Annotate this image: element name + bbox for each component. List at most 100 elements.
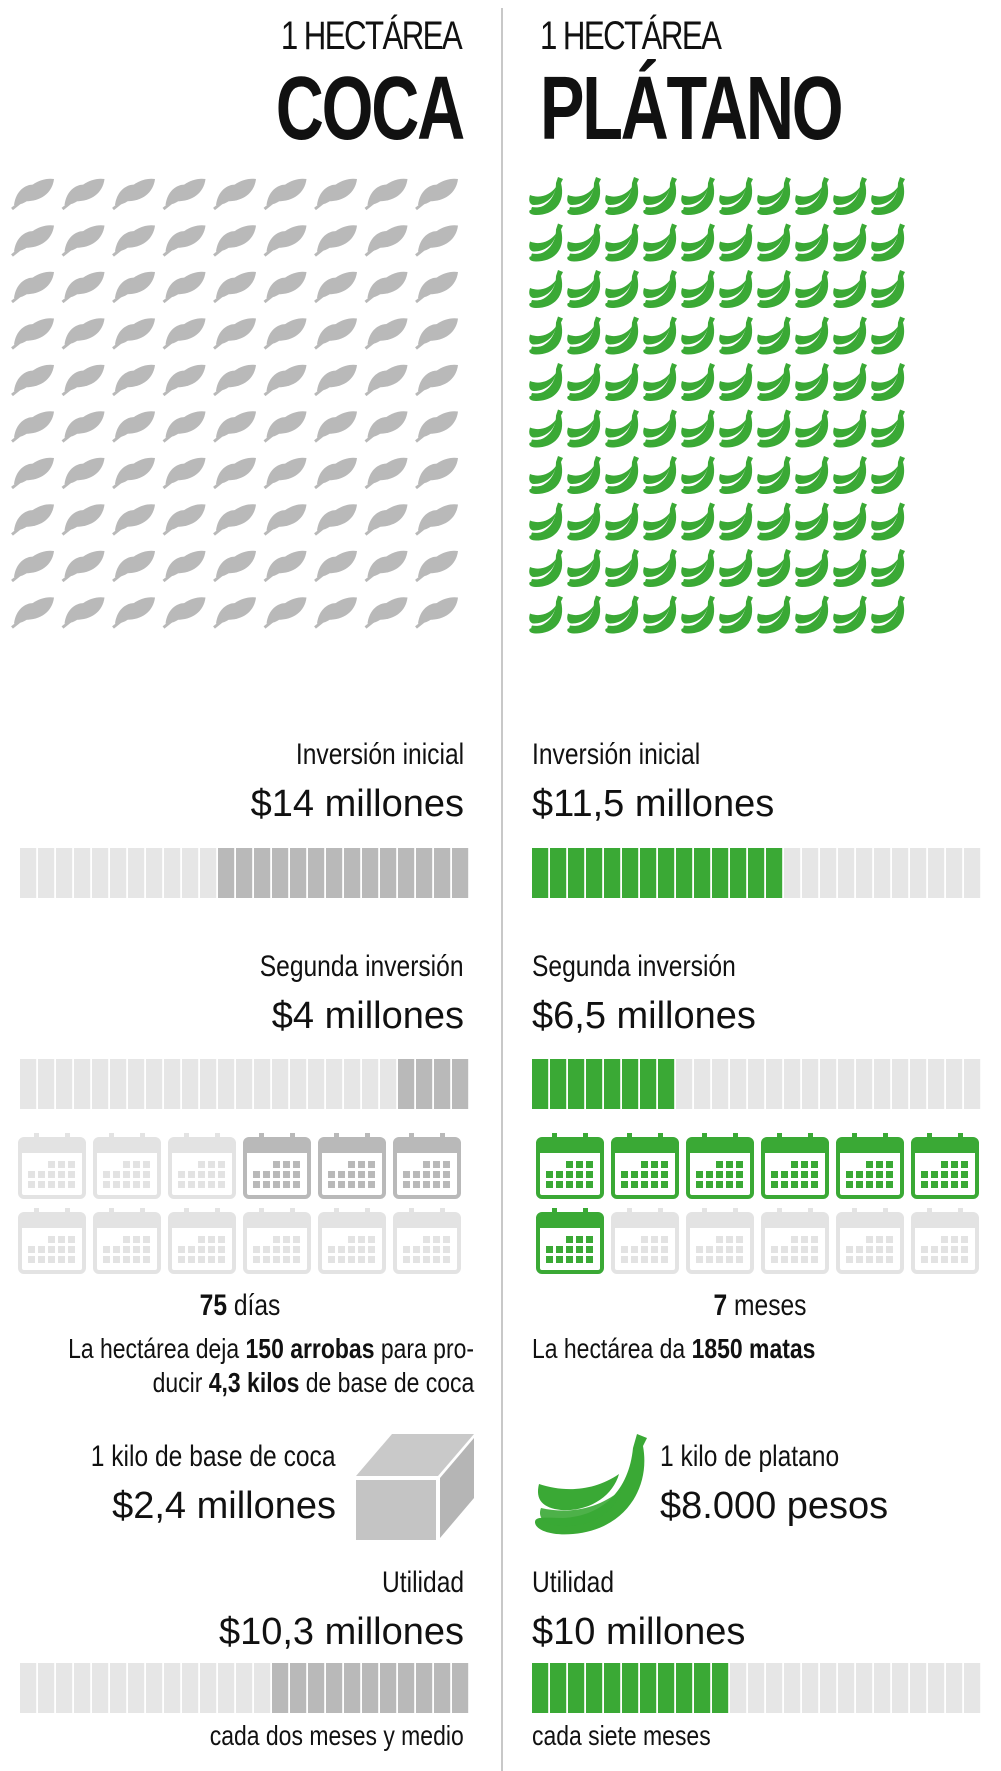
platano-inversion-inicial-value: $11,5 millones [532,783,775,825]
platano-inversion-inicial-bar-segment [748,848,765,898]
coca-leaf-icon [112,411,155,443]
coca-leaf-icon [162,411,206,443]
coca-rendimiento-b1: 150 arrobas [245,1333,375,1364]
coca-utilidad-bar-segment [326,1663,343,1713]
coca-leaf-icon [61,597,105,629]
coca-segunda-inversion-bar-segment [164,1059,181,1109]
coca-leaf-icon [162,457,206,490]
calendar-icon [393,1133,461,1199]
coca-inversion-inicial-bar-segment [434,848,451,898]
banana-icon [795,456,829,494]
coca-leaf-icon [213,457,256,490]
coca-segunda-inversion-bar-segment [416,1059,433,1109]
platano-segunda-inversion-bar-segment [622,1059,639,1109]
platano-inversion-inicial-bar-segment [550,848,567,898]
coca-leaf-icon [213,271,256,304]
platano-utilidad-bar-segment [946,1663,963,1713]
coca-leaf-icon [11,318,54,350]
platano-inversion-inicial-bar-segment [784,848,801,898]
platano-inversion-inicial-bar-segment [694,848,711,898]
platano-duracion: 7 meses [678,1289,842,1323]
calendar-icon [243,1208,311,1274]
coca-inversion-inicial-bar-segment [254,848,271,898]
banana-icon [529,502,563,541]
coca-leaf-icon [112,504,155,536]
banana-icon [605,409,639,448]
coca-leaf-icon [364,550,408,583]
banana-icon [757,223,791,262]
banana-icon [605,223,639,262]
banana-icon [643,502,677,541]
platano-utilidad-label: Utilidad [532,1566,615,1599]
coca-leaf-icon [314,550,357,583]
banana-icon [681,316,715,355]
banana-icon [757,456,791,494]
coca-leaf-icon [314,178,357,211]
coca-leaf-icon [314,457,357,490]
banana-icon [529,549,563,587]
coca-segunda-inversion-bar-segment [308,1059,325,1109]
platano-utilidad-bar-segment [550,1663,567,1713]
banana-icon [795,549,829,587]
calendar-icon [168,1133,236,1199]
banana-icon [719,502,753,541]
platano-utilidad-bar-segment [640,1663,657,1713]
coca-leaf-icon [162,550,206,583]
coca-rendimiento-pre: La hectárea deja [68,1333,246,1364]
platano-segunda-inversion-bar-segment [730,1059,747,1109]
platano-utilidad-bar-segment [532,1663,549,1713]
platano-utilidad-bar-segment [658,1663,675,1713]
coca-utilidad-bar-segment [200,1663,217,1713]
coca-segunda-inversion-bar-segment [74,1059,91,1109]
banana-icon [643,223,677,262]
coca-leaf-icon [162,364,206,397]
banana-icon [757,316,791,355]
banana-icon [529,177,563,215]
platano-kilo-label: 1 kilo de platano [660,1440,840,1473]
coca-utilidad-bar-segment [254,1663,271,1713]
platano-segunda-inversion-bar-segment [694,1059,711,1109]
banana-icon [605,363,639,401]
calendar-icon [761,1208,829,1274]
platano-utilidad-bar-segment [964,1663,981,1713]
coca-leaf-icon [61,178,105,211]
calendar-icon [243,1133,311,1199]
platano-duracion-num: 7 [713,1289,728,1322]
platano-segunda-inversion-bar-segment [802,1059,819,1109]
platano-inversion-inicial-bar-segment [658,848,675,898]
banana-icon [719,363,753,401]
coca-inversion-inicial-bar-segment [362,848,379,898]
platano-inversion-inicial-bar-segment [964,848,981,898]
platano-inversion-inicial-bar-segment [640,848,657,898]
banana-icon [643,363,677,401]
banana-icon [833,363,867,401]
banana-icon [795,316,829,355]
platano-inversion-inicial-bar [532,848,981,898]
banana-icon [529,409,563,448]
platano-utilidad-bar-segment [586,1663,603,1713]
coca-inversion-inicial-bar-segment [344,848,361,898]
platano-utilidad-bar-segment [838,1663,855,1713]
coca-leaf-icon [213,364,256,397]
coca-utilidad-bar-segment [20,1663,37,1713]
calendar-icon [536,1133,604,1199]
platano-inversion-inicial-bar-segment [928,848,945,898]
coca-leaf-icon [314,597,357,629]
coca-segunda-inversion-bar-segment [398,1059,415,1109]
coca-utilidad-bar-segment [416,1663,433,1713]
coca-segunda-inversion-bar-segment [452,1059,469,1109]
calendar-icon [18,1208,86,1274]
coca-segunda-inversion-bar-segment [344,1059,361,1109]
coca-inversion-inicial-bar-segment [110,848,127,898]
coca-leaf-grid [11,178,458,629]
coca-utilidad-bar-segment [290,1663,307,1713]
banana-icon [719,270,753,308]
platano-segunda-inversion-bar-segment [874,1059,891,1109]
coca-duracion-num: 75 [199,1289,228,1322]
coca-leaf-icon [11,550,54,583]
platano-rendimiento-b1: 1850 matas [691,1333,816,1364]
platano-rendimiento-pre: La hectárea da [532,1333,692,1364]
coca-utilidad-bar [20,1663,469,1713]
calendar-icon [93,1133,161,1199]
coca-rendimiento-line2: ducir 4,3 kilos de base de coca [152,1367,474,1399]
